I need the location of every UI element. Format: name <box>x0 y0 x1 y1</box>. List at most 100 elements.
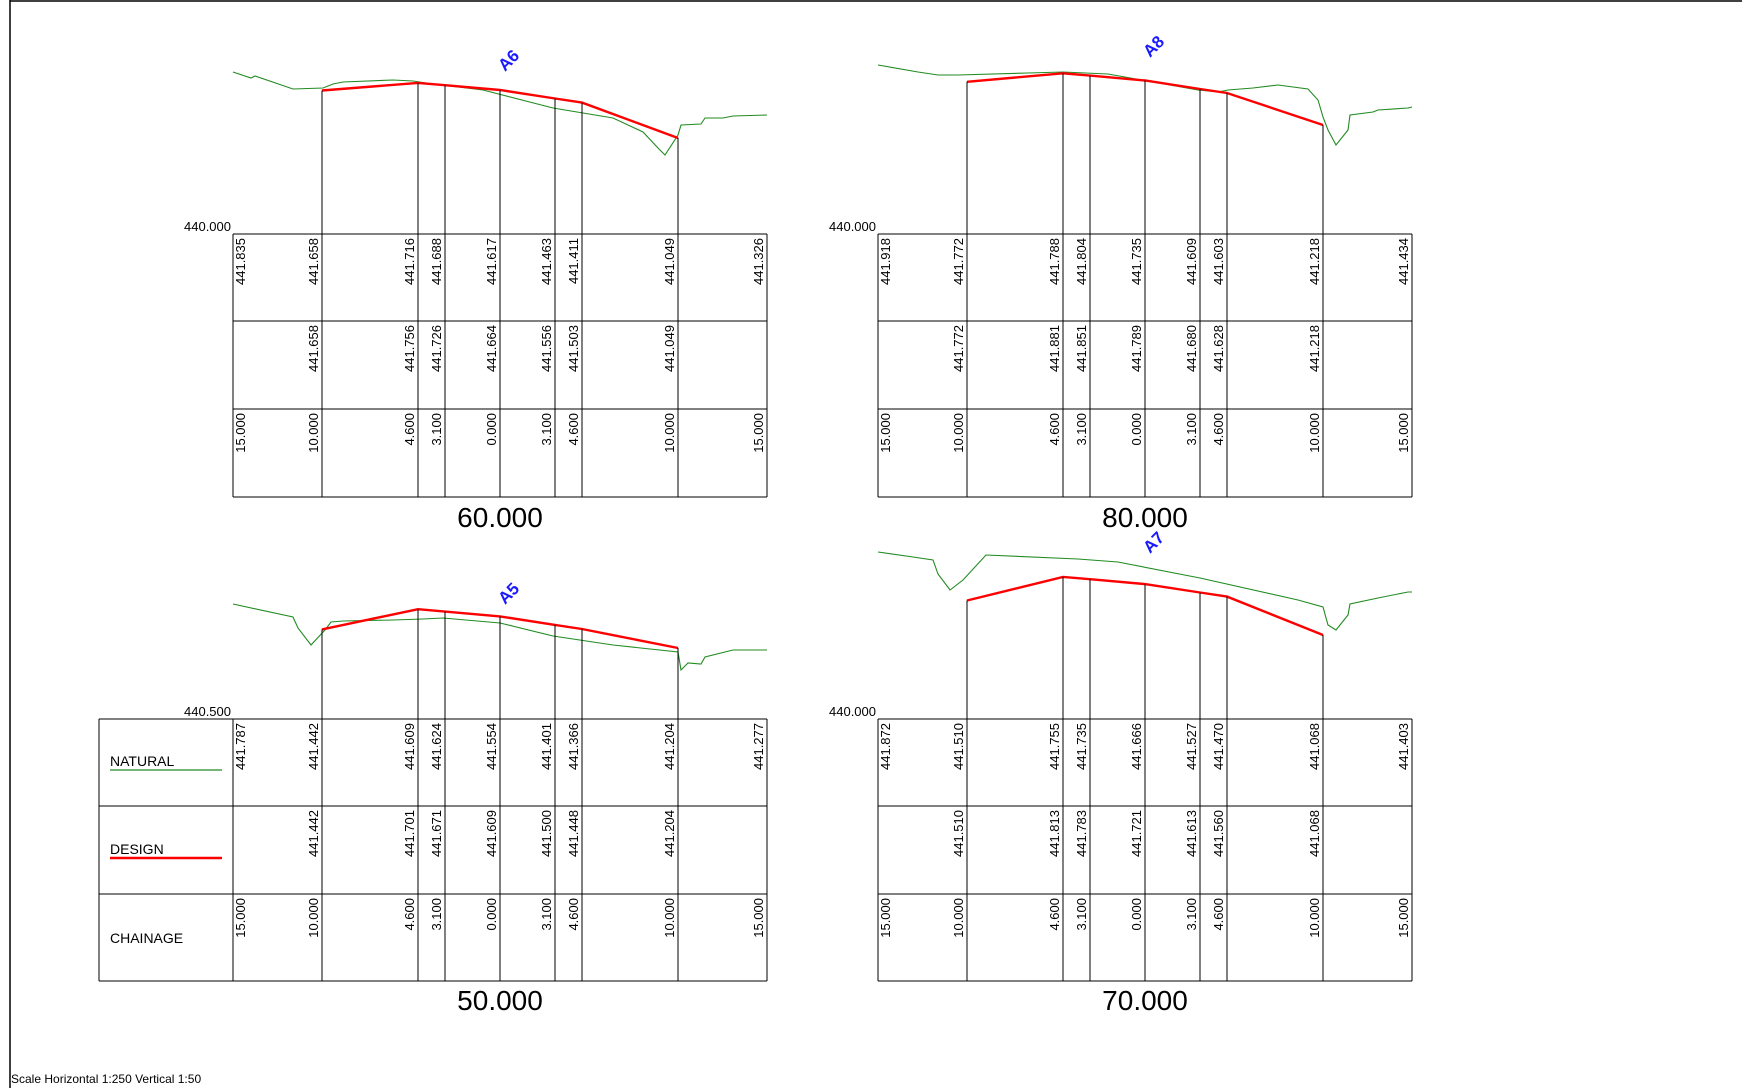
natural-ground-line <box>232 71 768 156</box>
chainage-offset-value: 0.000 <box>1129 413 1144 446</box>
natural-elevation-value: 441.603 <box>1211 238 1226 285</box>
design-elevation-value: 441.448 <box>566 810 581 857</box>
station-label: 60.000 <box>457 502 543 533</box>
natural-elevation-value: 441.277 <box>751 723 766 770</box>
datum-label: 440.000 <box>829 219 876 234</box>
chainage-offset-value: 10.000 <box>951 898 966 938</box>
legend-chainage-label: CHAINAGE <box>110 930 183 946</box>
legend-natural-label: NATURAL <box>110 753 175 769</box>
chainage-offset-value: 0.000 <box>484 413 499 446</box>
natural-elevation-value: 441.658 <box>306 238 321 285</box>
natural-elevation-value: 441.463 <box>539 238 554 285</box>
design-elevation-value: 441.658 <box>306 325 321 372</box>
natural-elevation-value: 441.470 <box>1211 723 1226 770</box>
design-elevation-value: 441.701 <box>402 810 417 857</box>
natural-elevation-value: 441.403 <box>1396 723 1411 770</box>
natural-elevation-value: 441.554 <box>484 723 499 770</box>
design-elevation-value: 441.721 <box>1129 810 1144 857</box>
chainage-offset-value: 4.600 <box>1047 413 1062 446</box>
natural-elevation-value: 441.434 <box>1396 238 1411 285</box>
natural-elevation-value: 441.049 <box>662 238 677 285</box>
natural-elevation-value: 441.609 <box>1184 238 1199 285</box>
natural-elevation-value: 441.716 <box>402 238 417 285</box>
natural-elevation-value: 441.411 <box>566 238 581 284</box>
design-elevation-value: 441.503 <box>566 325 581 372</box>
natural-ground-line <box>232 603 767 672</box>
natural-elevation-value: 441.609 <box>402 723 417 770</box>
natural-elevation-value: 441.735 <box>1074 723 1089 770</box>
design-elevation-value: 441.671 <box>429 810 444 857</box>
chainage-offset-value: 0.000 <box>484 898 499 931</box>
design-elevation-value: 441.204 <box>662 810 677 857</box>
chainage-offset-value: 15.000 <box>878 413 893 453</box>
chainage-offset-value: 15.000 <box>751 413 766 453</box>
natural-elevation-value: 441.204 <box>662 723 677 770</box>
chainage-offset-value: 3.100 <box>539 413 554 446</box>
design-elevation-value: 441.628 <box>1211 325 1226 372</box>
station-label: 70.000 <box>1102 985 1188 1016</box>
chainage-offset-value: 10.000 <box>951 413 966 453</box>
chainage-offset-value: 10.000 <box>306 898 321 938</box>
design-elevation-value: 441.068 <box>1307 810 1322 857</box>
chainage-offset-value: 15.000 <box>233 413 248 453</box>
natural-elevation-value: 441.617 <box>484 238 499 285</box>
chainage-offset-value: 4.600 <box>1211 898 1226 931</box>
natural-elevation-value: 441.527 <box>1184 723 1199 770</box>
design-elevation-value: 441.442 <box>306 810 321 857</box>
chainage-offset-value: 3.100 <box>1184 413 1199 446</box>
natural-elevation-value: 441.401 <box>539 723 554 770</box>
chainage-offset-value: 10.000 <box>306 413 321 453</box>
design-elevation-value: 441.813 <box>1047 810 1062 857</box>
natural-elevation-value: 441.787 <box>233 723 248 770</box>
chainage-offset-value: 15.000 <box>751 898 766 938</box>
natural-elevation-value: 441.872 <box>878 723 893 770</box>
chainage-offset-value: 0.000 <box>1129 898 1144 931</box>
chainage-offset-value: 4.600 <box>402 413 417 446</box>
design-elevation-value: 441.556 <box>539 325 554 372</box>
natural-elevation-value: 441.666 <box>1129 723 1144 770</box>
natural-elevation-value: 441.688 <box>429 238 444 285</box>
natural-elevation-value: 441.624 <box>429 723 444 770</box>
natural-elevation-value: 441.442 <box>306 723 321 770</box>
chainage-offset-value: 3.100 <box>1074 898 1089 931</box>
design-elevation-value: 441.851 <box>1074 325 1089 372</box>
chainage-offset-value: 3.100 <box>429 413 444 446</box>
design-elevation-value: 441.726 <box>429 325 444 372</box>
legend-design-label: DESIGN <box>110 841 164 857</box>
natural-elevation-value: 441.735 <box>1129 238 1144 285</box>
natural-ground-line <box>877 551 1412 631</box>
scale-note: Scale Horizontal 1:250 Vertical 1:50 <box>11 1072 202 1086</box>
design-elevation-value: 441.756 <box>402 325 417 372</box>
design-elevation-value: 441.609 <box>484 810 499 857</box>
design-elevation-value: 441.664 <box>484 325 499 372</box>
datum-label: 440.000 <box>829 704 876 719</box>
natural-elevation-value: 441.804 <box>1074 238 1089 285</box>
chainage-offset-value: 4.600 <box>566 898 581 931</box>
design-elevation-value: 441.500 <box>539 810 554 857</box>
station-label: 80.000 <box>1102 502 1188 533</box>
design-elevation-value: 441.510 <box>951 810 966 857</box>
section-id-label: A6 <box>494 46 523 75</box>
chainage-offset-value: 4.600 <box>1047 898 1062 931</box>
design-elevation-value: 441.772 <box>951 325 966 372</box>
chainage-offset-value: 3.100 <box>539 898 554 931</box>
chainage-offset-value: 10.000 <box>662 413 677 453</box>
chainage-offset-value: 4.600 <box>402 898 417 931</box>
chainage-offset-value: 10.000 <box>662 898 677 938</box>
design-elevation-value: 441.680 <box>1184 325 1199 372</box>
chainage-offset-value: 4.600 <box>566 413 581 446</box>
natural-elevation-value: 441.835 <box>233 238 248 285</box>
natural-elevation-value: 441.366 <box>566 723 581 770</box>
chainage-offset-value: 3.100 <box>1074 413 1089 446</box>
chainage-offset-value: 15.000 <box>1396 413 1411 453</box>
design-elevation-value: 441.789 <box>1129 325 1144 372</box>
design-elevation-value: 441.613 <box>1184 810 1199 857</box>
chainage-offset-value: 15.000 <box>878 898 893 938</box>
natural-elevation-value: 441.755 <box>1047 723 1062 770</box>
natural-elevation-value: 441.326 <box>751 238 766 285</box>
natural-ground-line <box>877 64 1413 146</box>
chainage-offset-value: 4.600 <box>1211 413 1226 446</box>
natural-elevation-value: 441.068 <box>1307 723 1322 770</box>
natural-elevation-value: 441.218 <box>1307 238 1322 285</box>
